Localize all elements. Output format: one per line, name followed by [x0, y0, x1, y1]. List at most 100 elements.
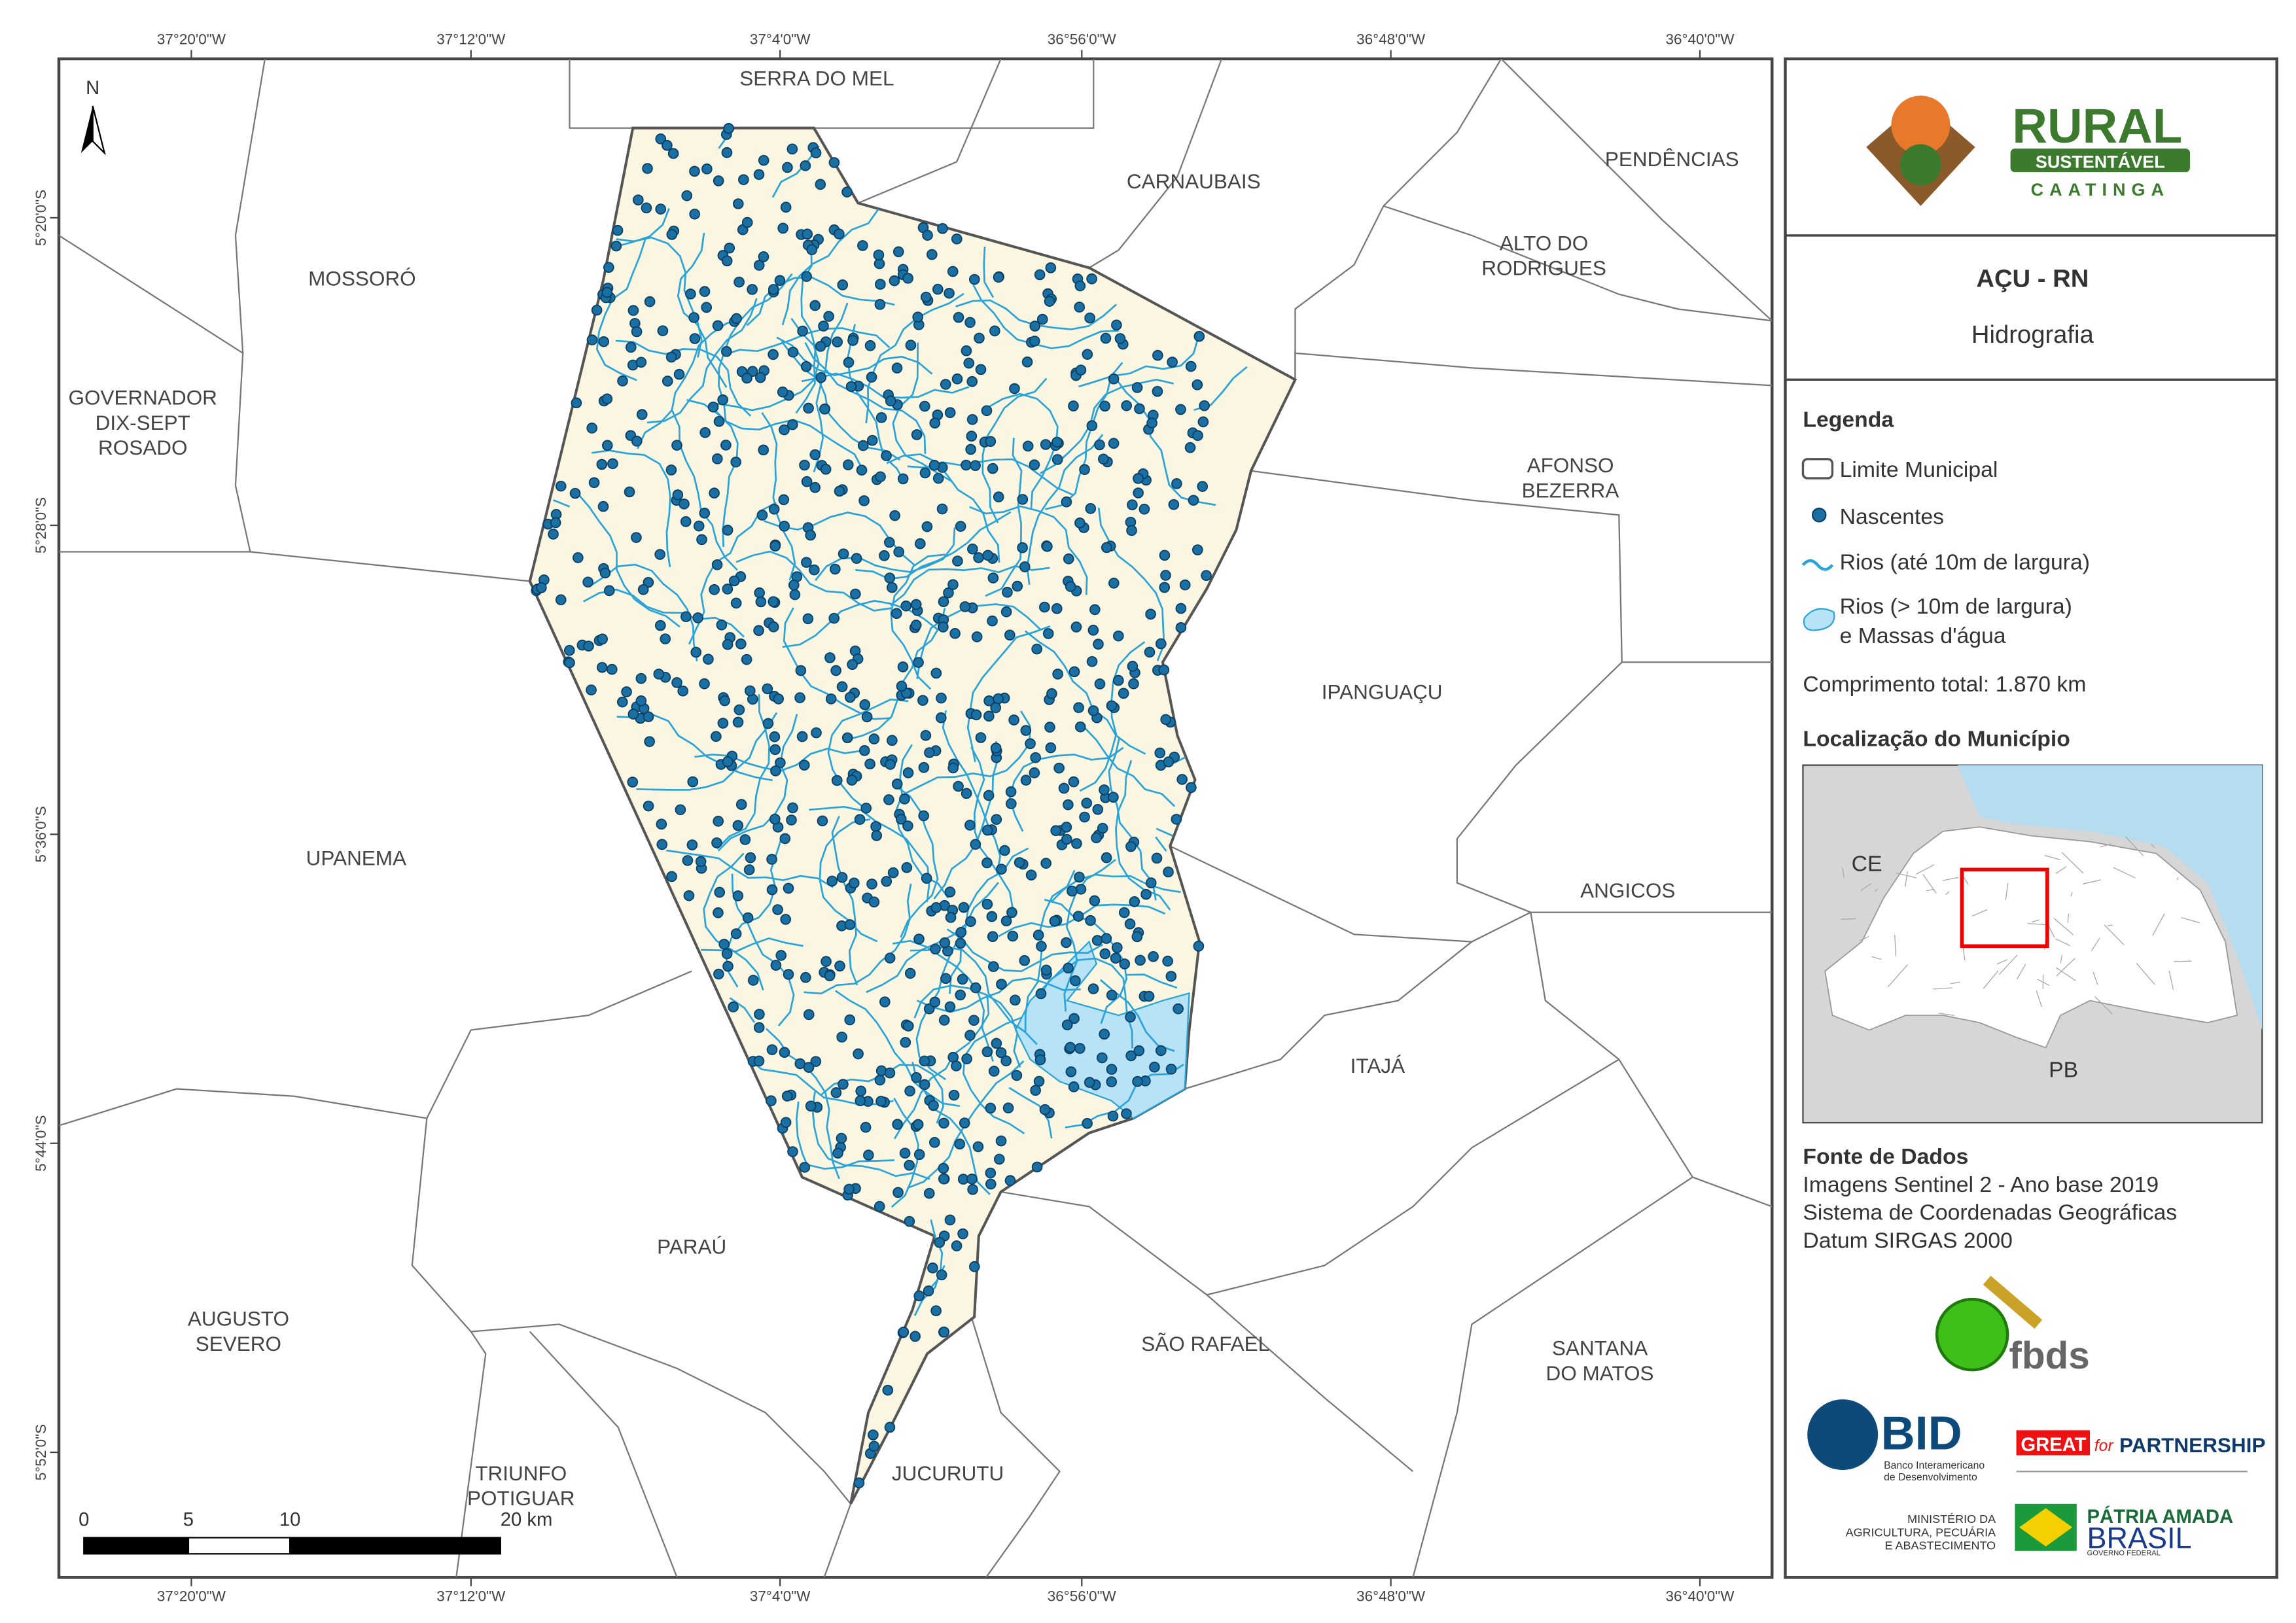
- spring: [993, 1153, 1005, 1165]
- spring: [1000, 606, 1012, 618]
- spring: [1035, 988, 1047, 1000]
- spring: [1125, 1011, 1136, 1023]
- spring: [892, 1187, 904, 1198]
- spring: [981, 857, 993, 869]
- spring: [964, 317, 976, 328]
- spring: [1131, 382, 1143, 393]
- spring: [1100, 332, 1112, 344]
- spring: [709, 487, 720, 499]
- source-line: Datum SIRGAS 2000: [1803, 1228, 2012, 1253]
- spring: [1002, 587, 1013, 598]
- river: [894, 785, 939, 938]
- map-content: [59, 58, 1773, 1578]
- spring: [701, 302, 713, 313]
- brand-tag: SUSTENTÁVEL: [2036, 151, 2165, 171]
- spring: [1186, 782, 1197, 794]
- spring: [936, 692, 947, 704]
- spring: [1020, 775, 1032, 786]
- spring: [932, 283, 944, 295]
- spring: [919, 400, 930, 412]
- spring: [631, 326, 643, 338]
- spring: [713, 175, 724, 186]
- spring: [1133, 487, 1144, 498]
- inset-line: [2113, 867, 2136, 879]
- spring: [987, 572, 999, 584]
- legend-swatch-water: [1803, 608, 1835, 631]
- river: [717, 317, 820, 411]
- spring: [612, 224, 624, 236]
- spring: [1163, 756, 1174, 768]
- spring: [753, 1055, 765, 1067]
- spring: [1019, 955, 1031, 966]
- spring: [1163, 866, 1174, 878]
- inset-line: [2032, 919, 2040, 923]
- spring: [758, 154, 769, 166]
- inset-line: [1860, 883, 1872, 892]
- river: [666, 849, 834, 888]
- spring: [1045, 742, 1057, 754]
- river: [985, 438, 1023, 597]
- spring: [868, 1440, 880, 1452]
- spring: [656, 818, 667, 830]
- spring: [968, 1261, 980, 1272]
- municipality-label: ALTO DO: [1500, 231, 1588, 254]
- spring: [722, 525, 733, 536]
- spring: [635, 672, 647, 684]
- spring: [1099, 948, 1111, 960]
- ministry: AGRICULTURA, PECUÁRIA: [1846, 1526, 1996, 1539]
- spring: [1044, 722, 1055, 733]
- spring: [913, 1149, 925, 1161]
- river: [933, 741, 999, 899]
- gov: GOVERNO FEDERAL: [2087, 1550, 2161, 1558]
- municipal-boundary: [569, 58, 1095, 129]
- spring: [1019, 561, 1031, 572]
- spring: [963, 357, 975, 369]
- inset-line: [1933, 987, 1952, 990]
- spring: [735, 799, 747, 811]
- spring: [681, 190, 693, 201]
- spring: [607, 458, 618, 470]
- spring: [924, 747, 935, 758]
- spring: [929, 1137, 940, 1148]
- spring: [836, 1031, 847, 1043]
- spring: [938, 1015, 950, 1026]
- spring: [781, 1091, 793, 1102]
- spring: [789, 589, 801, 601]
- spring: [897, 661, 909, 672]
- spring: [680, 516, 692, 527]
- spring: [1074, 280, 1086, 292]
- spring: [1052, 669, 1063, 680]
- spring: [720, 440, 732, 451]
- spring: [897, 473, 909, 485]
- spring: [786, 814, 797, 826]
- spring: [617, 375, 628, 387]
- spring: [1101, 933, 1112, 944]
- inset-ocean: [1957, 765, 2263, 1030]
- spring: [1074, 302, 1086, 313]
- spring: [945, 912, 957, 923]
- spring: [690, 646, 702, 658]
- inset-line: [1926, 888, 1935, 892]
- spring: [993, 693, 1004, 705]
- inset-line: [2107, 924, 2113, 927]
- river: [969, 505, 1088, 595]
- spring: [887, 582, 898, 593]
- spring: [932, 472, 944, 484]
- spring: [635, 695, 647, 707]
- inset-line: [1983, 970, 1999, 989]
- spring: [843, 357, 855, 368]
- spring: [722, 960, 733, 972]
- spring: [643, 800, 654, 812]
- spring: [944, 1214, 956, 1226]
- river: [963, 1017, 1025, 1135]
- spring: [961, 788, 972, 799]
- spring: [1074, 721, 1086, 733]
- brand-logo: RURAL SUSTENTÁVEL CAATINGA: [1866, 96, 2191, 206]
- spring: [798, 759, 810, 771]
- spring: [985, 436, 997, 447]
- spring: [1087, 625, 1099, 636]
- north-arrow: [92, 105, 106, 156]
- lat-label: 5°44'0"S: [33, 1115, 49, 1172]
- spring: [958, 901, 970, 913]
- spring: [1118, 688, 1129, 699]
